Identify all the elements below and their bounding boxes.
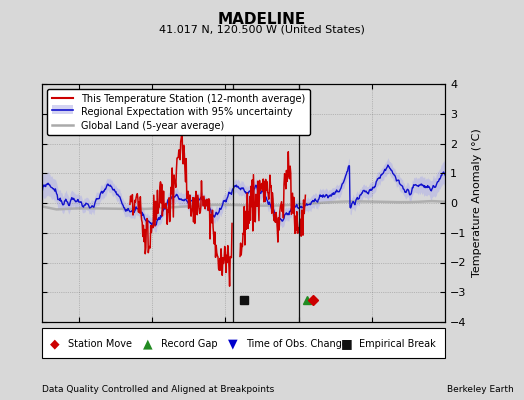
Text: ◆: ◆ [50, 337, 60, 350]
Text: Record Gap: Record Gap [161, 338, 217, 348]
Text: ▲: ▲ [143, 337, 152, 350]
Text: ▼: ▼ [227, 337, 237, 350]
Text: Empirical Break: Empirical Break [358, 338, 435, 348]
Y-axis label: Temperature Anomaly (°C): Temperature Anomaly (°C) [472, 129, 482, 277]
Text: Berkeley Earth: Berkeley Earth [447, 385, 514, 394]
Text: MADELINE: MADELINE [218, 12, 306, 27]
Text: Time of Obs. Change: Time of Obs. Change [246, 338, 347, 348]
Text: Station Move: Station Move [68, 338, 132, 348]
Text: ■: ■ [341, 337, 352, 350]
Text: Data Quality Controlled and Aligned at Breakpoints: Data Quality Controlled and Aligned at B… [42, 385, 274, 394]
Legend: This Temperature Station (12-month average), Regional Expectation with 95% uncer: This Temperature Station (12-month avera… [47, 89, 310, 135]
Text: 41.017 N, 120.500 W (United States): 41.017 N, 120.500 W (United States) [159, 24, 365, 34]
